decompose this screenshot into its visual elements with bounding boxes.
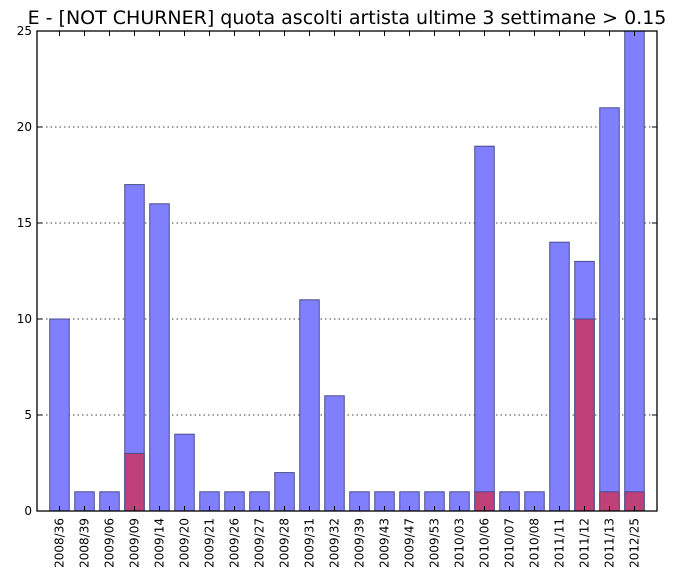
y-tick-label: 25 [17,24,32,38]
bar-series-2 [124,452,145,512]
bar-series-1 [599,107,620,512]
x-tick-label: 2009/14 [153,518,167,568]
x-tick-label: 2009/06 [103,518,117,568]
x-tick-label: 2009/09 [128,518,142,568]
x-tick-label: 2010/08 [528,518,542,568]
y-tick-label: 20 [17,120,32,134]
bar-series-1 [624,30,645,512]
x-tick-label: 2009/21 [203,518,217,568]
x-tick-label: 2010/06 [478,518,492,568]
y-tick-label: 15 [17,216,32,230]
x-tick-label: 2009/26 [228,518,242,568]
bar-series-1 [149,203,170,512]
x-axis: 2008/36 2008/39 2009/06 2009/09 2009/14 2009/… [53,31,642,568]
x-tick-label: 2008/36 [53,518,67,568]
bar-series-1 [49,318,70,512]
x-tick-label: 2011/12 [578,518,592,568]
y-tick-label: 10 [17,312,32,326]
x-tick-label: 2010/07 [503,518,517,568]
y-tick-label: 5 [24,408,32,422]
x-tick-label: 2009/43 [378,518,392,568]
y-axis: 0 5 10 15 20 25 [17,24,657,518]
bar-series-1 [324,395,345,512]
x-tick-label: 2009/32 [328,518,342,568]
bar-series-1 [549,241,570,512]
x-tick-label: 2010/03 [453,518,467,568]
x-tick-label: 2009/31 [303,518,317,568]
y-tick-label: 0 [24,504,32,518]
bar-series-2 [574,318,595,512]
x-tick-label: 2012/25 [628,518,642,568]
x-tick-label: 2008/39 [78,518,92,568]
bar-series-1 [274,472,295,512]
bar-series-1 [299,299,320,512]
bars [49,30,645,512]
x-tick-label: 2009/53 [428,518,442,568]
x-tick-label: 2009/47 [403,518,417,568]
x-tick-label: 2011/11 [553,518,567,568]
x-tick-label: 2009/28 [278,518,292,568]
bar-series-1 [174,433,195,512]
bar-series-1 [474,145,495,512]
x-tick-label: 2009/20 [178,518,192,568]
plot-frame [36,30,658,512]
x-tick-label: 2009/39 [353,518,367,568]
x-tick-label: 2011/13 [603,518,617,568]
chart-title: E - [NOT CHURNER] quota ascolti artista … [28,7,667,29]
x-tick-label: 2009/27 [253,518,267,568]
